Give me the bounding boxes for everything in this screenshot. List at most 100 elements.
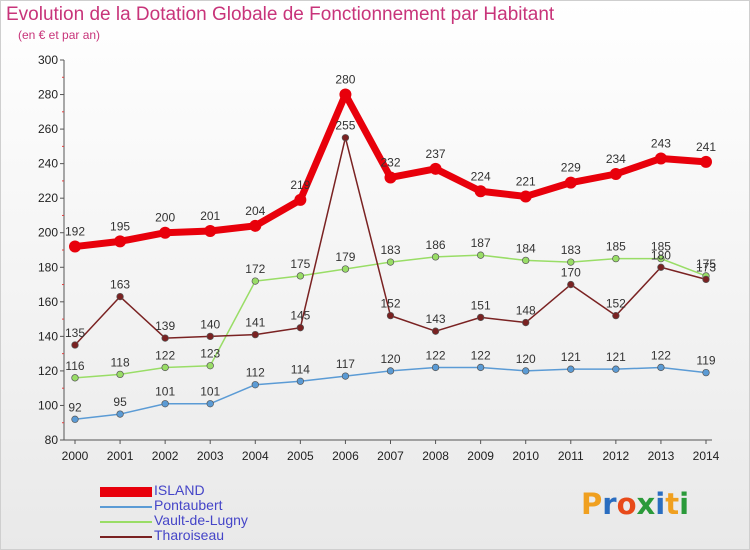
data-point (249, 219, 262, 232)
x-tick-label: 2007 (377, 449, 404, 463)
legend-swatch (100, 505, 152, 508)
data-point (609, 168, 622, 180)
data-point (206, 332, 214, 341)
x-tick-label: 2003 (197, 449, 224, 463)
data-point (71, 341, 79, 349)
legend-swatch (100, 520, 152, 523)
proxiti-logo: Proxiti (581, 487, 689, 521)
data-label: 139 (155, 319, 175, 333)
data-point (612, 365, 620, 373)
x-tick-label: 2014 (693, 449, 720, 463)
y-tick-label: 280 (38, 88, 58, 102)
chart-axes: 80 100 120 140 160 180 200 220 240 260 280 300 2000 2… (38, 53, 720, 463)
legend-item: ISLAND (100, 483, 300, 499)
data-label: 243 (651, 136, 671, 150)
data-point (564, 176, 577, 189)
data-label: 121 (561, 350, 581, 364)
data-label: 148 (516, 304, 536, 318)
data-point (161, 400, 169, 408)
legend-item: Tharoiseau (100, 527, 300, 544)
y-tick-label: 160 (38, 295, 58, 309)
data-label: 152 (606, 297, 626, 311)
data-label: 221 (516, 174, 536, 188)
data-point (386, 258, 395, 266)
data-point (116, 370, 124, 379)
x-tick-label: 2012 (603, 449, 630, 463)
x-tick-label: 2011 (558, 449, 584, 463)
data-point (476, 251, 485, 259)
data-point (294, 193, 307, 206)
data-point (657, 263, 665, 271)
legend-swatch (100, 535, 152, 538)
data-point (386, 367, 395, 375)
data-label: 143 (426, 312, 446, 326)
data-label: 122 (651, 348, 671, 362)
y-tick-label: 80 (45, 433, 59, 447)
data-point (206, 362, 214, 370)
data-point (386, 311, 395, 320)
x-tick-label: 2004 (242, 449, 269, 463)
y-tick-label: 140 (38, 329, 58, 343)
data-label: 122 (155, 348, 175, 362)
data-point (69, 240, 81, 253)
data-label: 234 (606, 152, 626, 166)
y-tick-label: 220 (38, 191, 58, 205)
data-point (474, 185, 487, 198)
data-label: 195 (110, 219, 130, 233)
data-point (116, 292, 124, 301)
data-point (161, 363, 169, 372)
x-tick-label: 2009 (467, 449, 494, 463)
data-label: 95 (113, 395, 127, 409)
data-label: 175 (696, 257, 716, 271)
data-point (71, 374, 79, 382)
data-label: 120 (516, 352, 536, 366)
logo-letter: r (602, 487, 617, 521)
data-point (567, 258, 575, 266)
x-tick-label: 2008 (422, 449, 449, 463)
logo-letter: i (679, 487, 690, 521)
data-label: 237 (426, 147, 446, 161)
x-tick-label: 2000 (62, 449, 89, 463)
data-label: 204 (245, 204, 265, 218)
data-point (476, 363, 485, 372)
data-point (567, 365, 575, 373)
data-point (612, 311, 620, 320)
y-tick-label: 180 (38, 260, 58, 274)
legend-label: Tharoiseau (154, 527, 225, 543)
data-point (341, 372, 350, 380)
data-label: 114 (291, 362, 310, 376)
data-point (429, 162, 442, 175)
data-label: 280 (335, 73, 355, 87)
data-label: 183 (561, 243, 581, 257)
data-label: 151 (471, 298, 491, 312)
data-point (654, 152, 667, 165)
data-label: 122 (471, 348, 491, 362)
legend: ISLAND Pontaubert Vault-de-Lugny Tharoiseau (100, 483, 300, 544)
logo-letter: P (581, 487, 603, 521)
data-point (251, 277, 259, 285)
data-label: 241 (696, 140, 716, 154)
data-label: 187 (471, 236, 491, 250)
data-label: 121 (606, 350, 626, 364)
data-point (522, 256, 530, 265)
data-point (341, 265, 350, 273)
data-label: 185 (651, 240, 671, 254)
data-point (702, 368, 710, 377)
x-tick-label: 2010 (512, 449, 539, 463)
x-tick-label: 2001 (107, 449, 134, 463)
y-tick-label: 120 (38, 364, 58, 378)
data-label: 255 (335, 119, 355, 133)
data-point (522, 318, 530, 327)
chart-data-labels: 92 95 101 101 112 114 117 120 122 122 120 121 121 122… (65, 73, 716, 415)
logo-letter: i (655, 487, 666, 521)
data-label: 219 (290, 178, 310, 192)
data-label: 120 (380, 352, 400, 366)
x-tick-label: 2005 (287, 449, 314, 463)
data-point (431, 363, 440, 372)
legend-item: Vault-de-Lugny (100, 513, 300, 529)
data-label: 123 (200, 347, 220, 361)
y-tick-label: 200 (38, 226, 58, 240)
data-point (476, 313, 485, 322)
logo-letter: o (616, 487, 637, 521)
